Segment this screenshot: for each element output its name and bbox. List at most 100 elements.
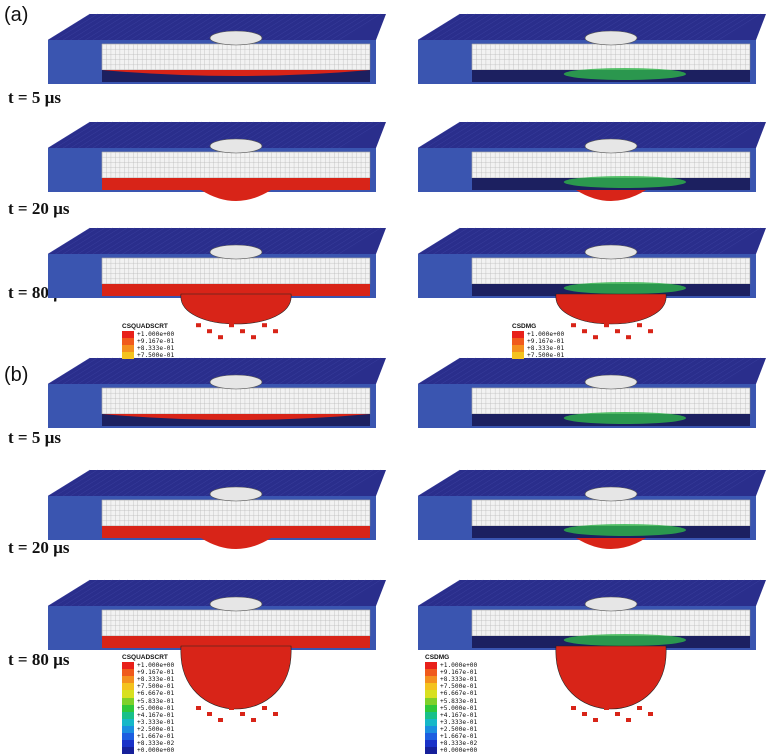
sim-block-b-left-8: [47, 469, 386, 549]
legend-entry: +1.667e-01: [122, 733, 175, 741]
legend-value: +0.000e+00: [440, 747, 478, 754]
time-label-a-5us: t = 5 µs: [8, 88, 62, 107]
legend-value: +3.333e-01: [440, 718, 478, 726]
legend-entry: +8.333e-02: [122, 740, 175, 748]
legend-swatch: [425, 669, 437, 677]
legend-swatch: [122, 718, 134, 726]
legend-b-csquadscrt: CSQUADSCRT +1.000e+00 +9.167e-01 +8.333e-01…: [122, 654, 174, 754]
legend-entry: +8.333e-02: [425, 740, 478, 748]
legend-swatch: [425, 697, 437, 705]
legend-swatch: [425, 718, 437, 726]
legend-entry: +8.333e-01: [425, 676, 478, 684]
legend-value: +2.500e-01: [440, 725, 478, 733]
legend-value: +5.833e-01: [440, 697, 478, 705]
legend-entry: +9.167e-01: [122, 669, 174, 677]
legend-entry: +0.000e+00: [425, 747, 477, 754]
legend-entry: +4.167e-01: [425, 711, 478, 719]
sim-block-a-right-5: [417, 227, 766, 340]
sim-block-a-left-0: [47, 13, 386, 84]
legend-entry: +2.500e-01: [122, 725, 175, 734]
legend-swatch: [512, 338, 524, 346]
legend-swatch: [122, 690, 134, 698]
legend-swatch: [122, 747, 134, 754]
legend-value: +8.333e-02: [137, 740, 175, 748]
time-label-b-80us: t = 80 µs: [8, 650, 70, 669]
legend-entry: +1.000e+00: [122, 662, 175, 670]
legend-swatch: [425, 747, 437, 754]
legend-value: +1.000e+00: [137, 331, 175, 339]
sim-block-b-right-11: [417, 579, 766, 722]
legend-value: +8.333e-02: [440, 740, 478, 748]
legend-value: +1.000e+00: [137, 662, 175, 670]
legend-swatch: [122, 733, 134, 741]
legend-value: +8.333e-01: [440, 676, 478, 684]
legend-title: CSQUADSCRT: [122, 323, 168, 330]
time-label-b-5us: t = 5 µs: [8, 428, 62, 447]
legend-swatch: [122, 338, 134, 346]
sim-block-a-left-4: [47, 227, 386, 340]
legend-value: +8.333e-01: [137, 345, 175, 353]
legend-entry: +0.000e+00: [122, 747, 174, 754]
legend-swatch: [425, 733, 437, 741]
legend-entry: +8.333e-01: [122, 345, 175, 353]
legend-entry: +6.667e-01: [425, 690, 478, 698]
legend-swatch: [425, 662, 437, 670]
legend-entry: +9.167e-01: [122, 338, 175, 346]
legend-entry: +1.667e-01: [425, 733, 478, 741]
legend-value: +1.667e-01: [137, 733, 175, 741]
legend-value: +1.667e-01: [440, 733, 478, 741]
legend-swatch: [425, 683, 437, 691]
legend-a-csquadscrt: CSQUADSCRT +1.000e+00 +9.167e-01 +8.333e-01…: [122, 323, 175, 360]
legend-swatch: [122, 662, 134, 670]
legend-entry: +1.000e+00: [122, 331, 175, 339]
legend-a-csdmg: CSDMG +1.000e+00 +9.167e-01 +8.333e-01 +7.50…: [512, 323, 565, 360]
legend-value: +7.500e-01: [527, 352, 565, 360]
legend-swatch: [122, 676, 134, 684]
legend-entry: +4.167e-01: [122, 711, 175, 719]
legend-value: +1.000e+00: [527, 331, 565, 339]
legend-entry: +1.000e+00: [512, 331, 565, 339]
legend-b-csdmg: CSDMG +1.000e+00 +9.167e-01 +8.333e-01 +7.50…: [425, 654, 477, 754]
legend-swatch: [425, 725, 437, 734]
legend-value: +8.333e-01: [527, 345, 565, 353]
sim-block-b-left-10: [47, 579, 386, 722]
time-label-a-20us: t = 20 µs: [8, 199, 70, 218]
legend-value: +2.500e-01: [137, 725, 175, 733]
legend-swatch: [425, 711, 437, 719]
legend-swatch: [122, 704, 134, 712]
legend-entry: +3.333e-01: [122, 718, 174, 726]
panel-label-b: (b): [4, 364, 29, 386]
legend-entry: +7.500e-01: [122, 683, 174, 691]
legend-swatch: [122, 711, 134, 719]
legend-value: +9.167e-01: [137, 338, 175, 346]
legend-entry: +7.500e-01: [512, 352, 565, 360]
legend-swatch: [512, 352, 524, 360]
legend-swatch: [122, 345, 134, 353]
panel-label-a: (a): [4, 4, 29, 26]
legend-entry: +9.167e-01: [425, 669, 477, 677]
legend-entry: +5.833e-01: [122, 697, 174, 705]
legend-swatch: [425, 676, 437, 684]
legend-entry: +5.000e-01: [425, 704, 478, 712]
legend-title: CSDMG: [425, 654, 450, 661]
legend-value: +5.000e-01: [440, 704, 478, 712]
legend-value: +5.000e-01: [137, 704, 175, 712]
legend-value: +7.500e-01: [137, 352, 175, 360]
legend-value: +4.167e-01: [440, 711, 478, 719]
sim-block-a-right-1: [417, 13, 766, 84]
legend-swatch: [425, 704, 437, 712]
legend-value: +4.167e-01: [137, 711, 175, 719]
legend-entry: +7.500e-01: [122, 352, 175, 360]
sim-block-b-right-7: [417, 357, 766, 428]
sim-block-b-left-6: [47, 357, 386, 428]
legend-entry: +3.333e-01: [425, 718, 478, 726]
legend-swatch: [122, 331, 134, 339]
legend-value: +7.500e-01: [440, 683, 478, 691]
legend-entry: +7.500e-01: [425, 683, 478, 691]
time-label-b-20us: t = 20 µs: [8, 538, 70, 557]
legend-swatch: [425, 690, 437, 698]
legend-entry: +8.333e-01: [122, 676, 174, 684]
legend-value: +6.667e-01: [137, 690, 175, 698]
legend-entry: +8.333e-01: [512, 345, 565, 353]
legend-value: +6.667e-01: [440, 690, 478, 698]
